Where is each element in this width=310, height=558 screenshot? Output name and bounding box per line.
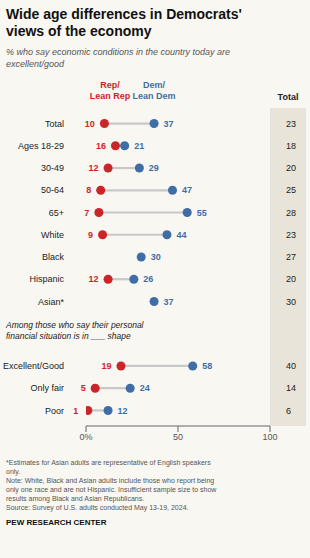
svg-text:100: 100 bbox=[262, 432, 277, 442]
svg-text:37: 37 bbox=[164, 297, 174, 307]
svg-text:23: 23 bbox=[286, 119, 296, 129]
svg-text:8: 8 bbox=[86, 185, 91, 195]
svg-text:55: 55 bbox=[197, 208, 207, 218]
svg-text:24: 24 bbox=[140, 383, 150, 393]
svg-text:Asian*: Asian* bbox=[38, 297, 65, 307]
svg-text:21: 21 bbox=[134, 141, 144, 151]
svg-text:50-64: 50-64 bbox=[41, 185, 64, 195]
svg-text:Hispanic: Hispanic bbox=[29, 274, 64, 284]
svg-text:27: 27 bbox=[286, 252, 296, 262]
svg-text:Excellent/Good: Excellent/Good bbox=[8, 361, 64, 371]
svg-text:37: 37 bbox=[164, 119, 174, 129]
svg-text:47: 47 bbox=[182, 185, 192, 195]
svg-text:White: White bbox=[41, 230, 64, 240]
svg-text:16: 16 bbox=[96, 141, 106, 151]
svg-text:44: 44 bbox=[176, 230, 186, 240]
svg-text:30: 30 bbox=[151, 252, 161, 262]
svg-text:65+: 65+ bbox=[49, 208, 64, 218]
svg-text:Poor: Poor bbox=[45, 406, 64, 416]
svg-text:0%: 0% bbox=[79, 432, 92, 442]
svg-text:Total: Total bbox=[45, 119, 64, 129]
svg-text:40: 40 bbox=[286, 361, 296, 371]
svg-text:20: 20 bbox=[286, 274, 296, 284]
svg-text:29: 29 bbox=[149, 163, 159, 173]
html-text:PEW RESEARCH CENTER: PEW RESEARCH CENTER bbox=[6, 518, 107, 527]
svg-text:9: 9 bbox=[88, 230, 93, 240]
svg-text:19: 19 bbox=[101, 361, 111, 371]
svg-text:1: 1 bbox=[73, 406, 78, 416]
svg-text:18: 18 bbox=[286, 141, 296, 151]
html-text:Wide age differences in Democr: Wide age differences in Democrats' views… bbox=[6, 6, 242, 39]
html-text:% who say economic conditions: % who say economic conditions in the cou… bbox=[6, 47, 231, 69]
svg-text:20: 20 bbox=[286, 163, 296, 173]
svg-text:23: 23 bbox=[286, 230, 296, 240]
svg-text:14: 14 bbox=[286, 383, 296, 393]
html-text:*Estimates for Asian adults ar: *Estimates for Asian adults are represen… bbox=[6, 459, 217, 511]
svg-text:6: 6 bbox=[286, 406, 291, 416]
svg-text:25: 25 bbox=[286, 185, 296, 195]
svg-text:30: 30 bbox=[286, 297, 296, 307]
html-text:Total: Total bbox=[277, 92, 299, 102]
svg-text:7: 7 bbox=[84, 208, 89, 218]
svg-text:Among those who say their pers: Among those who say their personalfinanc… bbox=[8, 320, 145, 341]
svg-text:50: 50 bbox=[173, 432, 183, 442]
svg-text:12: 12 bbox=[118, 406, 128, 416]
svg-text:5: 5 bbox=[81, 383, 86, 393]
html-text:Rep/ Lean Rep: Rep/ Lean Rep bbox=[89, 80, 131, 101]
html-text:Dem/ Lean Dem: Dem/ Lean Dem bbox=[132, 80, 176, 101]
svg-text:28: 28 bbox=[286, 208, 296, 218]
svg-text:12: 12 bbox=[89, 163, 99, 173]
svg-text:10: 10 bbox=[85, 119, 95, 129]
svg-text:Only fair: Only fair bbox=[30, 383, 64, 393]
svg-text:Black: Black bbox=[42, 252, 65, 262]
svg-text:12: 12 bbox=[89, 274, 99, 284]
svg-text:58: 58 bbox=[202, 361, 212, 371]
svg-text:26: 26 bbox=[143, 274, 153, 284]
svg-text:30-49: 30-49 bbox=[41, 163, 64, 173]
svg-text:Ages 18-29: Ages 18-29 bbox=[18, 141, 64, 151]
